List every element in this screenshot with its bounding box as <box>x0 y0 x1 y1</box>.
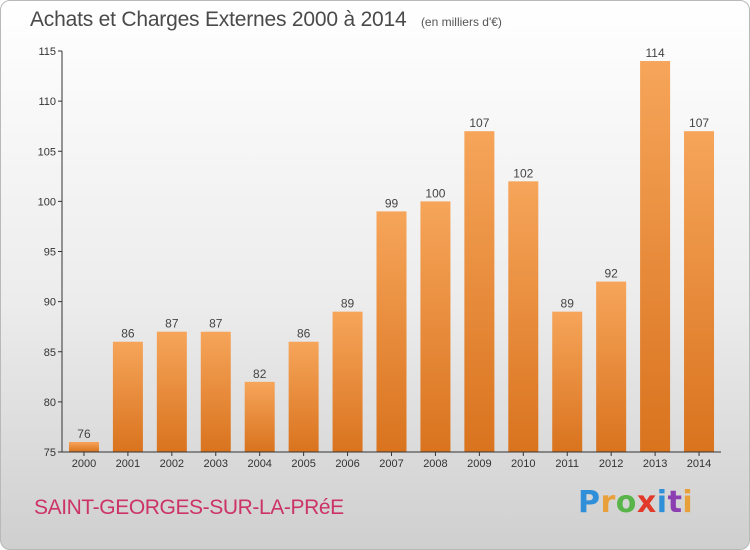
bar <box>68 441 99 452</box>
x-tick-label: 2004 <box>247 458 271 470</box>
logo-letter: i <box>682 485 694 520</box>
y-tick-label: 100 <box>38 196 56 208</box>
bar-value-label: 86 <box>297 327 311 341</box>
chart-header: Achats et Charges Externes 2000 à 2014 (… <box>30 8 502 32</box>
bar-value-label: 99 <box>385 196 399 210</box>
bar <box>596 281 627 452</box>
x-tick-label: 2001 <box>116 458 140 470</box>
bar <box>332 311 363 452</box>
logo-letter: t <box>667 485 683 520</box>
x-tick-label: 2010 <box>511 458 535 470</box>
bar <box>552 311 583 452</box>
bar-value-label: 89 <box>561 297 575 311</box>
x-tick-label: 2012 <box>599 458 623 470</box>
chart-subtitle: (en milliers d'€) <box>420 15 502 29</box>
bar-value-label: 107 <box>689 116 709 130</box>
x-tick-label: 2009 <box>467 458 491 470</box>
bar-value-label: 107 <box>469 116 489 130</box>
logo-letter: o <box>615 485 637 520</box>
x-tick-label: 2007 <box>379 458 403 470</box>
x-tick-label: 2002 <box>160 458 184 470</box>
commune-name: SAINT-GEORGES-SUR-LA-PRéE <box>34 496 344 519</box>
x-tick-label: 2014 <box>687 458 711 470</box>
bar <box>244 381 275 452</box>
y-tick-label: 110 <box>38 96 56 108</box>
y-tick-label: 85 <box>44 347 56 359</box>
logo-letter: x <box>636 485 657 520</box>
bar <box>420 201 451 452</box>
chart-title: Achats et Charges Externes 2000 à 2014 <box>30 8 407 31</box>
bar <box>508 181 539 452</box>
bar-value-label: 89 <box>341 297 355 311</box>
x-tick-label: 2000 <box>72 458 96 470</box>
x-tick-label: 2005 <box>291 458 315 470</box>
bar-value-label: 87 <box>165 317 179 331</box>
bar <box>640 61 671 453</box>
y-tick-label: 115 <box>38 46 56 58</box>
logo-letter: P <box>578 485 601 520</box>
bar <box>684 131 715 452</box>
bar <box>288 341 319 452</box>
bar-value-label: 114 <box>646 46 665 60</box>
proxiti-logo[interactable]: Proxiti <box>578 485 693 520</box>
bar-value-label: 76 <box>77 427 91 441</box>
bar <box>156 331 187 452</box>
y-tick-label: 90 <box>44 297 56 309</box>
bar-value-label: 87 <box>209 317 223 331</box>
logo-letter: i <box>656 485 668 520</box>
bar <box>112 341 143 452</box>
bar <box>464 131 495 452</box>
bar-value-label: 86 <box>121 327 135 341</box>
bars-layer: 76 86 87 87 82 86 89 99 100 107 102 89 92 114 107 <box>68 46 715 453</box>
bar <box>200 331 231 452</box>
x-tick-label: 2003 <box>204 458 228 470</box>
y-tick-label: 95 <box>44 247 56 259</box>
x-tick-label: 2006 <box>335 458 359 470</box>
bar-value-label: 92 <box>604 267 618 281</box>
y-tick-label: 80 <box>44 397 56 409</box>
axes: 2000 2001 2002 2003 2004 2005 2006 2007 2008 2009… <box>38 46 721 470</box>
y-tick-label: 105 <box>38 146 56 158</box>
logo-letter: r <box>600 485 616 520</box>
x-tick-label: 2008 <box>423 458 447 470</box>
y-tick-label: 75 <box>44 447 56 459</box>
x-tick-label: 2011 <box>555 458 579 470</box>
bar-value-label: 82 <box>253 367 267 381</box>
bar <box>376 211 407 452</box>
x-tick-label: 2013 <box>643 458 667 470</box>
bar-value-label: 100 <box>425 186 445 200</box>
bar-value-label: 102 <box>513 166 533 180</box>
